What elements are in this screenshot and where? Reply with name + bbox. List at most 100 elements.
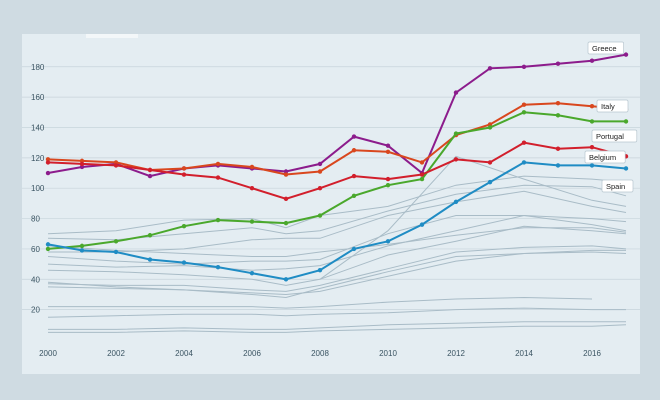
portugal-point-2003	[147, 167, 153, 173]
greece-point-2014	[521, 64, 527, 69]
x-tick-label-2012: 2012	[447, 349, 465, 358]
background-series-line-5	[47, 214, 627, 271]
italy-point-2014	[521, 102, 527, 107]
x-tick-label-2014: 2014	[515, 349, 533, 358]
portugal-point-2006	[249, 186, 255, 191]
green-series-point-2010	[385, 182, 391, 188]
greece-point-2008	[317, 161, 323, 167]
background-series-line-7	[47, 245, 627, 292]
background-series-line-9	[47, 227, 627, 257]
label-text-portugal: Portugal	[596, 132, 624, 141]
green-series-point-2016	[589, 119, 595, 124]
greece-point-2003	[147, 173, 153, 179]
italy-point-2010	[385, 149, 391, 154]
spain-line	[47, 161, 627, 281]
spain-point-2007	[283, 277, 289, 282]
green-series-point-2017	[623, 119, 629, 124]
greece-point-2000	[45, 170, 51, 176]
label-box-portugal	[591, 129, 638, 143]
x-tick-label-2000: 2000	[39, 349, 57, 358]
italy-point-2007	[283, 172, 289, 177]
axes-group: 20 40 60 80 100 120 140 160 180 2000 2002 2004 2006 2…	[31, 63, 601, 358]
portugal-point-2004	[181, 172, 187, 177]
grid-lines	[22, 66, 640, 310]
portugal-point-2005	[215, 175, 221, 180]
background-series-line-13	[48, 321, 626, 330]
y-tick-label-160: 160	[31, 93, 45, 102]
line-chart: Greece Italy Portugal Belgium Spain 20 40 60 80…	[22, 41, 640, 358]
y-tick-label-40: 40	[31, 275, 40, 284]
italy-point-2001	[79, 158, 85, 164]
x-tick-label-2010: 2010	[379, 349, 397, 358]
green-series-line	[47, 111, 626, 250]
y-tick-label-140: 140	[31, 123, 45, 132]
greece-line	[47, 53, 627, 178]
x-tick-label-2006: 2006	[243, 349, 261, 358]
greece-point-2013	[487, 66, 493, 71]
portugal-point-2014	[521, 140, 527, 145]
green-series-point-2006	[249, 219, 255, 224]
background-series-line-2	[47, 184, 627, 241]
portugal-point-2016	[589, 145, 595, 150]
greece-point-2015	[555, 61, 561, 66]
green-series-point-2011	[419, 176, 425, 182]
y-tick-label-120: 120	[31, 154, 45, 163]
spain-point-2006	[249, 271, 255, 276]
y-tick-label-60: 60	[31, 245, 40, 254]
greece-point-2017	[623, 52, 629, 57]
background-series-line-4	[47, 215, 627, 265]
green-series-point-2014	[521, 110, 527, 115]
label-spain: Spain	[601, 179, 634, 193]
portugal-point-2000	[45, 160, 51, 165]
label-belgium: Belgium	[584, 150, 626, 164]
green-series-point-2003	[147, 233, 153, 238]
spain-point-2010	[385, 239, 391, 244]
y-tick-label-20: 20	[31, 306, 40, 315]
italy-point-2002	[113, 160, 119, 165]
label-greece: Greece	[587, 41, 624, 55]
spain-point-2017	[623, 166, 629, 171]
spain-point-2012	[453, 199, 459, 205]
portugal-point-2009	[351, 173, 357, 179]
spain-point-2016	[589, 163, 595, 168]
label-italy: Italy	[596, 99, 629, 113]
greece-point-2012	[453, 90, 459, 95]
green-series-point-2007	[283, 220, 289, 226]
greece-point-2007	[283, 169, 289, 174]
spain-point-2008	[317, 267, 323, 273]
panel-tab	[86, 34, 138, 38]
spain-point-2000	[45, 242, 51, 247]
green-series-point-2001	[79, 243, 85, 249]
portugal-point-2007	[283, 196, 289, 202]
label-box-belgium	[584, 150, 626, 164]
greece-point-2001	[79, 164, 85, 170]
greece-point-2010	[385, 143, 391, 148]
green-series-point-2000	[45, 246, 51, 252]
y-tick-label-180: 180	[31, 63, 45, 72]
background-series-line-10	[47, 249, 626, 296]
portugal-point-2015	[555, 146, 561, 151]
portugal-point-2013	[487, 160, 493, 165]
series-labels-group: Greece Italy Portugal Belgium Spain	[584, 41, 638, 193]
portugal-point-2012	[453, 157, 459, 162]
italy-point-2004	[181, 166, 187, 171]
label-text-greece: Greece	[592, 44, 617, 53]
spain-point-2009	[351, 246, 357, 252]
label-text-belgium: Belgium	[589, 153, 616, 162]
greece-point-2016	[589, 58, 595, 63]
label-text-spain: Spain	[606, 182, 625, 191]
background-series-line-3	[48, 190, 627, 253]
green-series-point-2012	[453, 131, 459, 136]
background-series-line-15	[319, 155, 627, 280]
green-series-point-2004	[181, 223, 187, 229]
italy-point-2005	[215, 161, 221, 167]
italy-point-2000	[45, 157, 51, 162]
portugal-point-2011	[419, 172, 425, 177]
x-tick-label-2016: 2016	[583, 349, 601, 358]
label-box-greece	[587, 41, 624, 55]
x-tick-label-2002: 2002	[107, 349, 125, 358]
background-series-line-11	[48, 296, 593, 309]
spain-point-2014	[521, 160, 527, 165]
italy-point-2011	[419, 160, 425, 165]
background-series-group	[47, 155, 627, 333]
